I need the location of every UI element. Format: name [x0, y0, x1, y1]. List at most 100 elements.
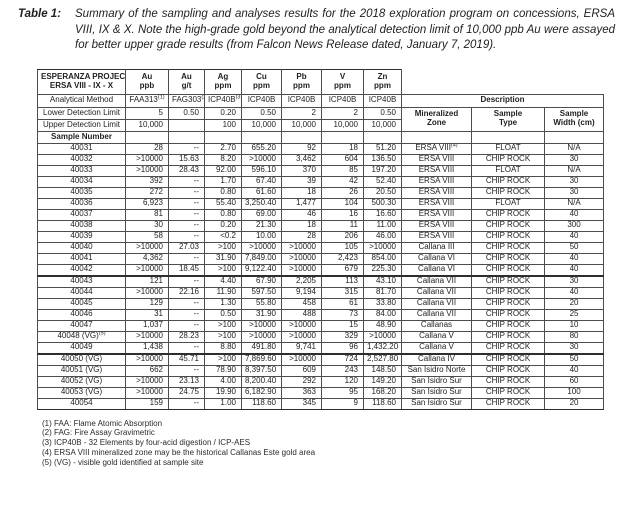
zn-ppm-cell: 197.20 — [363, 164, 402, 177]
zn-ppm-cell: 84.00 — [363, 308, 402, 321]
sample-number-cell: 40051 (VG) — [37, 364, 126, 377]
au-gt-cell: -- — [168, 364, 205, 377]
sample-type-header: Sample Type — [471, 106, 545, 132]
table-row: 40042 >10000 18.45 >100 9,122.40 >10000 … — [37, 263, 605, 276]
table-row: 40053 (VG) >10000 24.75 19.90 6,182.90 3… — [37, 386, 605, 399]
method-pb: ICP40B — [281, 93, 322, 108]
table-row: 40037 81 -- 0.80 69.00 46 16 16.60 ERSA … — [37, 208, 605, 221]
sample-width-cell: N/A — [543, 164, 605, 177]
sample-type-cell: CHIP ROCK — [471, 364, 545, 377]
pb-ppm-cell: 9,741 — [281, 341, 322, 354]
au-ppb-cell: >10000 — [125, 164, 169, 177]
table-row: 40043 121 -- 4.40 67.90 2,205 113 43.10 … — [37, 274, 605, 288]
cu-ppm-cell: 3,250.40 — [241, 197, 282, 210]
v-ppm-cell: 15 — [321, 319, 364, 332]
sample-type-cell: CHIP ROCK — [471, 274, 545, 288]
ag-ppm-cell: 8.80 — [204, 341, 242, 354]
au-ppb-cell: 30 — [125, 219, 169, 232]
ag-ppm-cell: 4.40 — [204, 274, 242, 288]
cu-ppm-cell: >10000 — [241, 319, 282, 332]
v-ppm-cell: 11 — [321, 219, 364, 232]
cu-ppm-cell: 67.40 — [241, 175, 282, 188]
ag-ppm-cell: 0.50 — [204, 308, 242, 321]
mineralized-zone-cell: Callana VII — [401, 274, 472, 288]
sample-type-cell: CHIP ROCK — [471, 241, 545, 254]
sample-number-cell: 40041 — [37, 252, 126, 265]
cu-ppm-cell: 69.00 — [241, 208, 282, 221]
au-ppb-cell: >10000 — [125, 286, 169, 299]
sample-type-cell: FLOAT — [471, 164, 545, 177]
pb-ppm-cell: 292 — [281, 375, 322, 388]
sample-width-cell: 40 — [543, 263, 605, 276]
pb-ppm-cell: 18 — [281, 219, 322, 232]
col-header-cu-ppm: Cu ppm — [241, 68, 282, 95]
ag-ppm-cell: >100 — [204, 352, 242, 366]
zn-ppm-cell: 500.30 — [363, 197, 402, 210]
sample-number-row: Sample Number — [37, 130, 605, 144]
sample-number-cell: 40047 — [37, 319, 126, 332]
au-ppb-cell: 28 — [125, 142, 169, 155]
v-ppm-cell: 95 — [321, 386, 364, 399]
pb-ppm-cell: 39 — [281, 175, 322, 188]
v-ppm-cell: 206 — [321, 230, 364, 243]
pb-ppm-cell: >10000 — [281, 319, 322, 332]
ag-ppm-cell: 19.90 — [204, 386, 242, 399]
sample-width-cell: N/A — [543, 197, 605, 210]
ag-ppm-cell: 1.70 — [204, 175, 242, 188]
zn-ppm-cell: 168.20 — [363, 386, 402, 399]
sample-number-cell: 40042 — [37, 263, 126, 276]
pb-ppm-cell: 92 — [281, 142, 322, 155]
au-ppb-cell: 1,438 — [125, 341, 169, 354]
sample-width-cell: 300 — [543, 219, 605, 232]
au-gt-cell: -- — [168, 319, 205, 332]
method-cu: ICP40B — [241, 93, 282, 108]
method-au-ppb: FAA313(1) — [125, 93, 169, 108]
zn-ppm-cell: >10000 — [363, 241, 402, 254]
sample-number-label: Sample Number — [37, 130, 126, 144]
au-ppb-cell: >10000 — [125, 352, 169, 366]
ag-ppm-cell: 31.90 — [204, 252, 242, 265]
zn-ppm-cell: 1,432.20 — [363, 341, 402, 354]
mineralized-zone-header: Mineralized Zone — [401, 106, 472, 132]
cu-ppm-cell: 8,397.50 — [241, 364, 282, 377]
ldl-ag: 0.20 — [204, 106, 242, 120]
col-header-zn-ppm: Zn ppm — [363, 68, 402, 95]
sample-type-cell: CHIP ROCK — [471, 219, 545, 232]
sample-number-cell: 40036 — [37, 197, 126, 210]
zn-ppm-cell: >10000 — [363, 330, 402, 343]
au-ppb-cell: >10000 — [125, 330, 169, 343]
au-gt-cell: 24.75 — [168, 386, 205, 399]
v-ppm-cell: 679 — [321, 263, 364, 276]
au-gt-cell: 45.71 — [168, 352, 205, 366]
sample-width-cell: 30 — [543, 341, 605, 354]
zn-ppm-cell: 225.30 — [363, 263, 402, 276]
ag-ppm-cell: 2.70 — [204, 142, 242, 155]
table-row: 40044 >10000 22.16 11.90 597.50 9,194 31… — [37, 286, 605, 299]
v-ppm-cell: 329 — [321, 330, 364, 343]
au-ppb-cell: 272 — [125, 186, 169, 199]
ag-ppm-cell: 8.20 — [204, 153, 242, 166]
au-ppb-cell: 58 — [125, 230, 169, 243]
v-ppm-cell: 26 — [321, 186, 364, 199]
au-gt-cell: -- — [168, 197, 205, 210]
zn-ppm-cell: 33.80 — [363, 297, 402, 310]
sample-type-cell: CHIP ROCK — [471, 230, 545, 243]
au-gt-cell: -- — [168, 208, 205, 221]
sample-type-cell: CHIP ROCK — [471, 286, 545, 299]
mineralized-zone-cell: ERSA VIII — [401, 153, 472, 166]
cu-ppm-cell: 21.30 — [241, 219, 282, 232]
method-v: ICP40B — [321, 93, 364, 108]
au-gt-cell: -- — [168, 308, 205, 321]
ag-ppm-cell: >100 — [204, 263, 242, 276]
au-gt-cell: -- — [168, 252, 205, 265]
sample-type-cell: CHIP ROCK — [471, 330, 545, 343]
pb-ppm-cell: 2,205 — [281, 274, 322, 288]
lower-detection-row: Lower Detection Limit 5 0.50 0.20 0.50 2… — [37, 106, 605, 132]
ag-ppm-cell: 0.80 — [204, 186, 242, 199]
au-gt-cell: -- — [168, 175, 205, 188]
sample-type-cell: CHIP ROCK — [471, 153, 545, 166]
zn-ppm-cell: 118.60 — [363, 397, 402, 410]
ag-ppm-cell: 92.00 — [204, 164, 242, 177]
au-gt-cell: 28.43 — [168, 164, 205, 177]
